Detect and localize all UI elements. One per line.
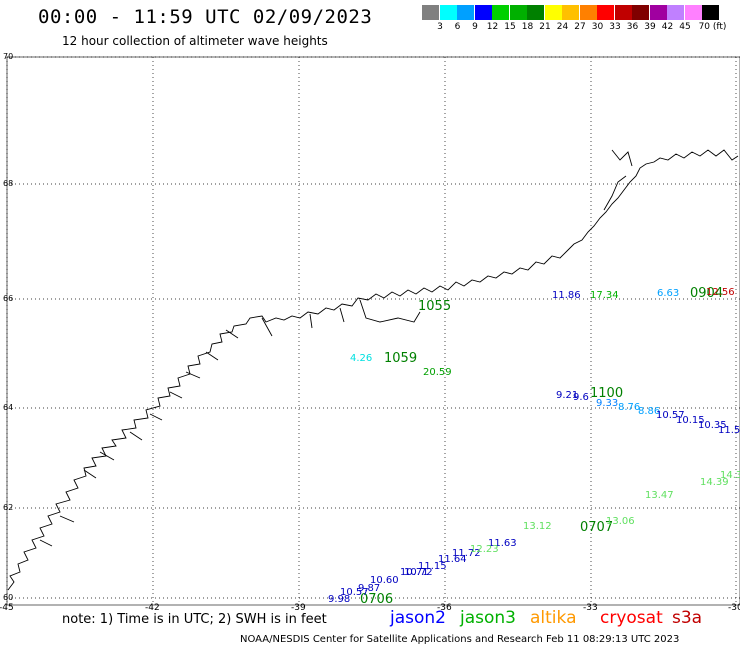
swh-label: 14.39 <box>700 477 729 488</box>
colorbar-label: 33 <box>609 22 621 32</box>
longitude-label: -45 <box>0 603 14 613</box>
colorbar-swatch <box>492 5 509 20</box>
colorbar-swatch <box>614 5 632 20</box>
colorbar-label: 3 <box>437 22 443 32</box>
colorbar-swatch <box>509 5 527 20</box>
colorbar-label: 45 <box>679 22 691 32</box>
colorbar-label: 70 (ft) <box>698 22 727 32</box>
colorbar-label: 39 <box>644 22 656 32</box>
swh-label: 0904 <box>690 286 723 301</box>
colorbar-label: 9 <box>472 22 478 32</box>
colorbar-swatch <box>667 5 684 20</box>
greenland-coastline <box>7 149 739 591</box>
colorbar-swatch <box>597 5 614 20</box>
longitude-label: -42 <box>145 603 160 613</box>
map-frame <box>6 56 740 606</box>
swh-label: 10.60 <box>370 575 399 586</box>
swh-label: 1059 <box>384 351 417 366</box>
swh-label: 10.57 <box>656 410 685 421</box>
colorbar-swatch <box>544 5 562 20</box>
swh-label: 1100 <box>590 386 623 401</box>
colorbar-label: 18 <box>521 22 534 32</box>
swh-label: 0706 <box>360 592 393 607</box>
swh-label: 13.12 <box>523 521 552 532</box>
legend-s3a: s3a <box>672 608 703 628</box>
chart-subtitle: 12 hour collection of altimeter wave hei… <box>62 34 328 48</box>
swh-label: 8.76 <box>618 402 640 413</box>
colorbar-label: 15 <box>504 22 516 32</box>
swh-label: 11.5 <box>718 425 740 436</box>
colorbar-label: 30 <box>591 22 604 32</box>
swh-label: 10.35 <box>698 420 727 431</box>
swh-label: 0707 <box>580 520 613 535</box>
swh-label: 9.87 <box>358 583 380 594</box>
latitude-label: 64 <box>3 403 13 412</box>
swh-label: 9.33 <box>596 398 618 409</box>
colorbar-swatch <box>457 5 474 20</box>
swh-label: 10.71 <box>400 567 429 578</box>
longitude-label: -33 <box>583 603 598 613</box>
colorbar-label: 12 <box>486 22 499 32</box>
swh-label: 9.21 <box>556 390 578 401</box>
latitude-label: 70 <box>3 52 13 61</box>
coastline-path <box>7 149 739 591</box>
colorbar-label: 6 <box>454 22 461 32</box>
swh-label: 6.63 <box>657 288 679 299</box>
colorbar-swatch <box>422 5 439 20</box>
swh-label: 17.34 <box>590 290 619 301</box>
colorbar-swatch <box>579 5 597 20</box>
colorbar-swatch <box>562 5 579 20</box>
colorbar-swatch <box>684 5 702 20</box>
legend-jason3: jason3 <box>460 608 516 628</box>
colorbar-swatch <box>474 5 492 20</box>
units-note: note: 1) Time is in UTC; 2) SWH is in fe… <box>62 612 327 627</box>
legend-jason2: jason2 <box>390 608 446 628</box>
latitude-label: 66 <box>3 294 13 303</box>
swh-label: 20.59 <box>423 367 452 378</box>
swh-label: 11.86 <box>552 290 581 301</box>
colorbar-label: 36 <box>626 22 639 32</box>
longitude-label: -36 <box>437 603 452 613</box>
swh-annotations: 11.86 17.34 6.63 090412.5610591100070707061… <box>328 286 740 607</box>
colorbar-swatch <box>632 5 649 20</box>
swh-label: 10.72 <box>404 567 433 578</box>
swh-label: 10.15 <box>676 415 705 426</box>
latitude-label: 60 <box>3 593 13 602</box>
colorbar-label: 42 <box>661 22 674 32</box>
latitude-label: 68 <box>3 179 13 188</box>
legend-cryosat: cryosat <box>600 608 663 628</box>
graticule: 70 68 66 64 62 60-45 -42 -39 -36 -33 -30 <box>0 52 740 613</box>
credit-line: NOAA/NESDIS Center for Satellite Applica… <box>240 634 680 645</box>
swh-label: 14.34 <box>720 470 740 481</box>
colorbar-swatch <box>527 5 544 20</box>
colorbar-swatch <box>439 5 457 20</box>
colorbar-swatch <box>702 5 719 20</box>
legend-altika: altika <box>530 608 577 628</box>
colorbar-label: 24 <box>556 22 569 32</box>
swh-label: 8.86 <box>638 406 660 417</box>
swh-label: 1055 <box>418 299 451 314</box>
longitude-label: -39 <box>291 603 306 613</box>
swh-label: 13.47 <box>645 490 674 501</box>
chart-title: 00:00 - 11:59 UTC 02/09/2023 <box>38 6 373 28</box>
swh-label: 13.06 <box>606 516 635 527</box>
colorbar-swatch <box>649 5 667 20</box>
swh-label: 11.64 <box>438 554 467 565</box>
swh-label: 9.98 <box>328 594 350 605</box>
colorbar-label: 21 <box>539 22 551 32</box>
coastline-fjords <box>39 149 633 547</box>
swh-label: 10.57 <box>340 587 369 598</box>
colorbar-label: 27 <box>574 22 586 32</box>
swh-label: 12.56 <box>706 287 735 298</box>
swh-label: 11.72 <box>452 548 481 559</box>
swh-label: 12.23 <box>470 544 499 555</box>
longitude-label: -30 <box>728 603 740 613</box>
swh-label: 11.15 <box>418 561 447 572</box>
swh-label: 4.26 <box>350 353 372 364</box>
swh-label: 11.63 <box>488 538 517 549</box>
latitude-label: 62 <box>3 503 13 512</box>
swh-label: 9.6 <box>573 392 589 403</box>
